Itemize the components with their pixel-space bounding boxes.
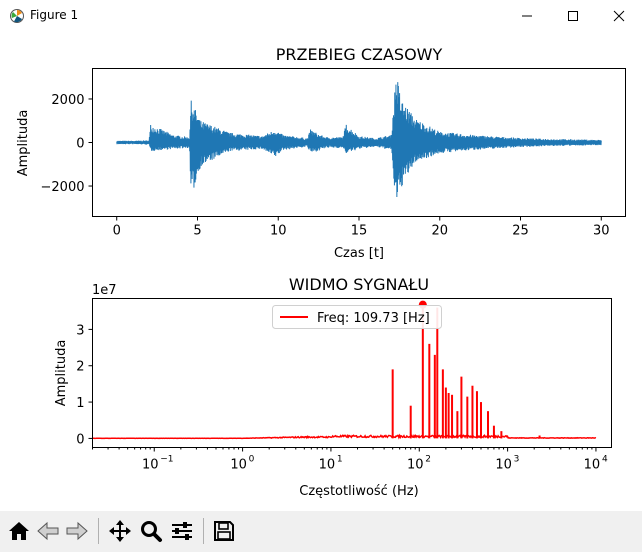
y-tick-label: 0 bbox=[76, 137, 84, 152]
save-button[interactable] bbox=[210, 517, 238, 545]
save-icon bbox=[214, 521, 234, 541]
x-tick-label: 5 bbox=[193, 224, 201, 239]
legend-frame bbox=[272, 305, 442, 329]
x-tick-label: 10 bbox=[142, 458, 159, 473]
top-axes: PRZEBIEG CZASOWY 0 5 10 15 20 25 30 2000 0 −2000… bbox=[16, 45, 626, 261]
y-tick-label: 1 bbox=[76, 396, 84, 411]
minimize-button[interactable] bbox=[504, 0, 550, 31]
top-xlabel: Czas [t] bbox=[334, 246, 384, 261]
bottom-xlabel: Częstotliwość (Hz) bbox=[299, 484, 418, 499]
zoom-icon bbox=[141, 521, 162, 542]
top-plot-title: PRZEBIEG CZASOWY bbox=[276, 45, 443, 64]
x-tick-label: 25 bbox=[512, 224, 529, 239]
back-icon bbox=[37, 521, 59, 541]
x-tick-label: 20 bbox=[431, 224, 448, 239]
configure-subplots-button[interactable] bbox=[168, 517, 196, 545]
y-tick-label: 2 bbox=[76, 360, 84, 375]
bottom-yticks: 3 2 1 0 bbox=[76, 323, 93, 447]
x-tick-exponent: −1 bbox=[160, 455, 173, 465]
x-tick-exponent: 3 bbox=[514, 455, 520, 465]
top-ylabel: Amplituda bbox=[16, 110, 31, 177]
spectrum-series bbox=[92, 300, 597, 440]
x-tick-label: 10 bbox=[495, 458, 512, 473]
x-tick-exponent: 4 bbox=[602, 455, 608, 465]
close-button[interactable] bbox=[596, 0, 642, 31]
x-tick-label: 30 bbox=[593, 224, 610, 239]
bottom-plot-title: WIDMO SYGNAŁU bbox=[289, 275, 429, 294]
figure-canvas[interactable]: PRZEBIEG CZASOWY 0 5 10 15 20 25 30 2000 0 −2000… bbox=[0, 31, 642, 511]
maximize-icon bbox=[568, 10, 578, 21]
y-tick-label: 2000 bbox=[51, 93, 84, 108]
x-tick-label: 10 bbox=[407, 458, 424, 473]
bottom-axes-frame bbox=[92, 298, 612, 448]
toolbar-separator bbox=[98, 518, 99, 544]
x-tick-exponent: 1 bbox=[337, 455, 343, 465]
bottom-xticks: 10 −1 10 0 10 1 10 2 10 3 10 4 bbox=[92, 447, 608, 473]
time-signal-line bbox=[116, 82, 602, 198]
top-xticks: 0 5 10 15 20 25 30 bbox=[113, 216, 610, 239]
toolbar-separator bbox=[203, 518, 204, 544]
maximize-button[interactable] bbox=[550, 0, 596, 31]
top-yticks: 2000 0 −2000 bbox=[41, 93, 93, 195]
x-tick-label: 15 bbox=[351, 224, 368, 239]
window-titlebar: Figure 1 bbox=[0, 0, 642, 31]
window-title: Figure 1 bbox=[30, 8, 79, 22]
time-signal-series bbox=[116, 82, 602, 198]
navigation-toolbar bbox=[0, 511, 642, 552]
x-tick-exponent: 0 bbox=[249, 455, 255, 465]
forward-button[interactable] bbox=[63, 517, 91, 545]
y-offset-text: 1e7 bbox=[92, 283, 117, 298]
close-icon bbox=[613, 10, 625, 21]
home-icon bbox=[9, 522, 29, 540]
matplotlib-icon bbox=[10, 9, 24, 23]
legend: Freq: 109.73 [Hz] bbox=[272, 305, 442, 329]
y-tick-label: 3 bbox=[76, 323, 84, 338]
bottom-ylabel: Amplituda bbox=[54, 340, 69, 407]
home-button[interactable] bbox=[5, 517, 33, 545]
x-tick-label: 10 bbox=[230, 458, 247, 473]
pan-button[interactable] bbox=[106, 517, 134, 545]
y-tick-label: 0 bbox=[76, 432, 84, 447]
x-tick-label: 10 bbox=[584, 458, 601, 473]
x-tick-exponent: 2 bbox=[425, 455, 431, 465]
x-tick-label: 10 bbox=[319, 458, 336, 473]
spectrum-noise-floor bbox=[92, 433, 597, 440]
bottom-axes: WIDMO SYGNAŁU 1e7 10 −1 10 0 10 1 10 2 10 3 10 4 32… bbox=[54, 275, 612, 499]
back-button[interactable] bbox=[34, 517, 62, 545]
forward-icon bbox=[66, 521, 88, 541]
y-tick-label: −2000 bbox=[41, 180, 85, 195]
minimize-icon bbox=[522, 15, 532, 16]
zoom-button[interactable] bbox=[137, 517, 165, 545]
x-tick-label: 0 bbox=[113, 224, 121, 239]
pan-icon bbox=[109, 520, 131, 542]
configure-subplots-icon bbox=[172, 522, 192, 540]
x-tick-label: 10 bbox=[270, 224, 287, 239]
figure-svg: PRZEBIEG CZASOWY 0 5 10 15 20 25 30 20000−2000… bbox=[16, 45, 626, 499]
legend-label: Freq: 109.73 [Hz] bbox=[317, 311, 430, 326]
